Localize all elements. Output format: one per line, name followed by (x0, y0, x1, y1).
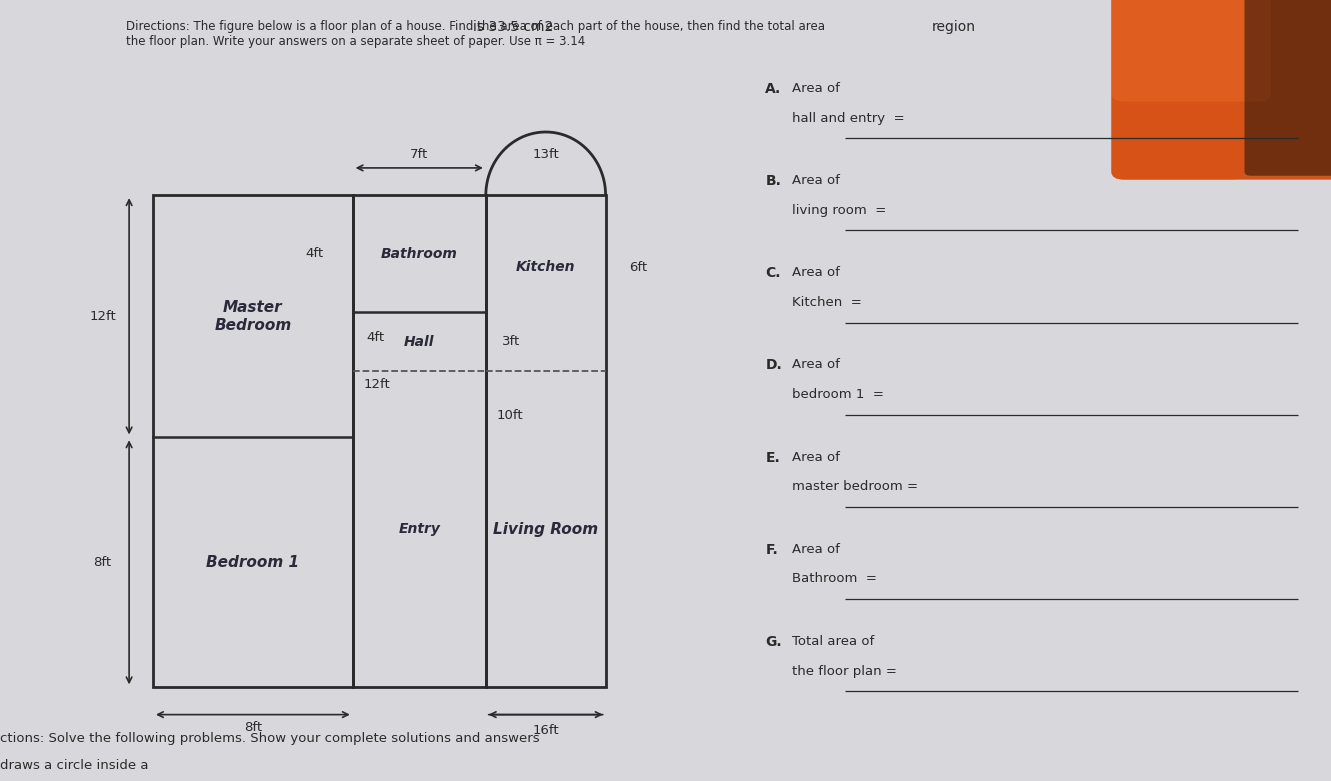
Text: F.: F. (765, 543, 779, 557)
Text: master bedroom =: master bedroom = (792, 480, 918, 494)
Text: Bedroom 1: Bedroom 1 (206, 555, 299, 570)
Text: 4ft: 4ft (305, 248, 323, 260)
Text: D.: D. (765, 358, 783, 373)
Text: Bathroom  =: Bathroom = (792, 572, 877, 586)
Bar (353, 195, 486, 687)
Text: 12ft: 12ft (89, 310, 116, 323)
Text: region: region (932, 20, 976, 34)
FancyBboxPatch shape (1111, 0, 1331, 180)
Text: Directions: The figure below is a floor plan of a house. Find the area of each p: Directions: The figure below is a floor … (126, 20, 825, 33)
Bar (153, 195, 353, 687)
Text: Area of: Area of (792, 358, 840, 372)
Text: Area of: Area of (792, 82, 840, 95)
Text: 8ft: 8ft (93, 556, 112, 569)
FancyBboxPatch shape (1244, 0, 1331, 176)
Text: Area of: Area of (792, 451, 840, 464)
Text: 4ft: 4ft (366, 331, 385, 344)
Text: Total area of: Total area of (792, 635, 874, 648)
Text: 6ft: 6ft (630, 261, 648, 274)
Text: 8ft: 8ft (244, 722, 262, 734)
Text: 13ft: 13ft (532, 148, 559, 161)
Text: Area of: Area of (792, 543, 840, 556)
Text: 16ft: 16ft (532, 724, 559, 736)
FancyBboxPatch shape (1111, 0, 1271, 102)
Bar (486, 195, 606, 687)
Text: Kitchen: Kitchen (516, 261, 575, 274)
Text: Living Room: Living Room (494, 522, 598, 537)
Text: Bathroom: Bathroom (381, 247, 458, 261)
Text: 10ft: 10ft (496, 409, 523, 423)
FancyBboxPatch shape (1111, 0, 1244, 180)
Text: Kitchen  =: Kitchen = (792, 296, 861, 309)
Text: bedroom 1  =: bedroom 1 = (792, 388, 884, 401)
Text: draws a circle inside a: draws a circle inside a (0, 759, 149, 772)
Text: is 33.5 cm2: is 33.5 cm2 (473, 20, 552, 34)
Text: B.: B. (765, 174, 781, 188)
Text: Hall: Hall (405, 335, 434, 348)
Text: living room  =: living room = (792, 204, 886, 217)
Text: Area of: Area of (792, 266, 840, 280)
Text: E.: E. (765, 451, 780, 465)
Text: 3ft: 3ft (502, 335, 520, 348)
Text: Master
Bedroom: Master Bedroom (214, 300, 291, 333)
Text: Area of: Area of (792, 174, 840, 187)
Text: ctions: Solve the following problems. Show your complete solutions and answers: ctions: Solve the following problems. Sh… (0, 732, 539, 744)
Text: A.: A. (765, 82, 781, 96)
Text: 7ft: 7ft (410, 148, 429, 161)
Text: the floor plan. Write your answers on a separate sheet of paper. Use π = 3.14: the floor plan. Write your answers on a … (126, 35, 586, 48)
Text: the floor plan =: the floor plan = (792, 665, 897, 678)
Text: G.: G. (765, 635, 781, 649)
Text: C.: C. (765, 266, 781, 280)
Text: 12ft: 12ft (363, 378, 390, 391)
Text: Entry: Entry (398, 522, 441, 536)
Text: hall and entry  =: hall and entry = (792, 112, 905, 125)
